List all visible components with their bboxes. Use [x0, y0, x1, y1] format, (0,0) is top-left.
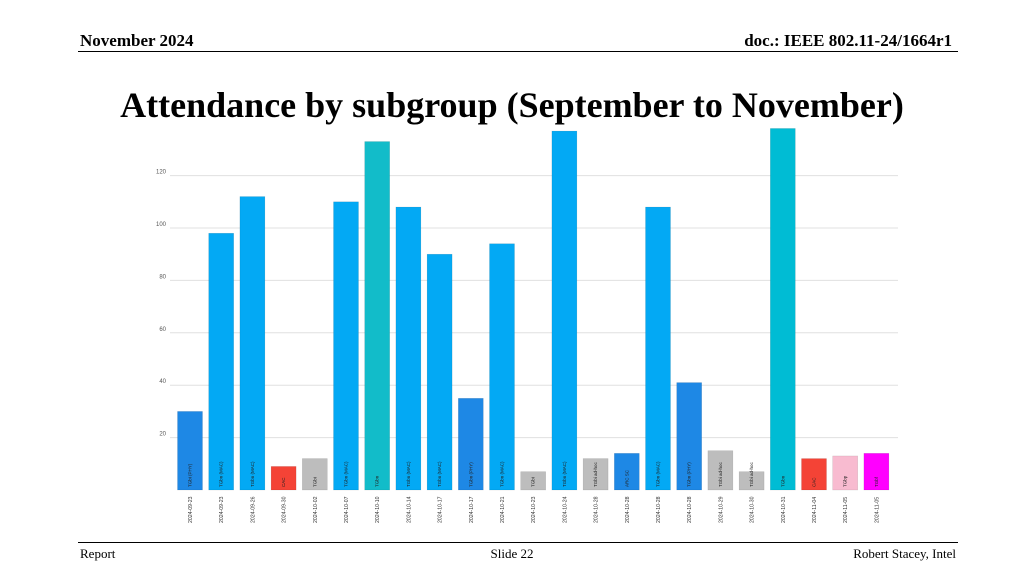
footer-left-text: Report	[80, 546, 116, 561]
bar-label: CAC	[281, 477, 286, 487]
bar-label: TGbi ad-hoc	[718, 461, 723, 487]
bar	[239, 196, 266, 491]
bar-label: TGbn	[375, 475, 380, 487]
bar	[177, 411, 203, 491]
y-tick-label: 60	[159, 327, 166, 333]
x-tick-label: 2024-09-23	[188, 496, 194, 523]
bar-label: TGbn (MAC)	[219, 461, 224, 487]
x-tick-label: 2024-10-31	[781, 496, 787, 523]
bar	[489, 243, 515, 491]
bar-label: TGbi ad-hoc	[749, 461, 754, 487]
footer-rule	[78, 542, 958, 543]
x-tick-label: 2024-10-28	[625, 496, 631, 523]
footer-slide-number: Slide 22	[490, 546, 534, 561]
bar-label: CAC	[812, 477, 817, 487]
x-tick-label: 2024-10-28	[594, 496, 600, 523]
y-tick-label: 20	[159, 432, 166, 438]
bar-label: TGbp	[843, 475, 848, 487]
bar	[801, 458, 827, 491]
bar	[676, 382, 702, 491]
bar-label: TGbn (MAC)	[500, 461, 505, 487]
bar	[364, 141, 390, 491]
x-tick-label: 2024-10-07	[344, 496, 350, 523]
x-tick-label: 2024-10-29	[718, 496, 724, 523]
bar-label: TGbn (MAC)	[656, 461, 661, 487]
x-tick-label: 2024-11-05	[874, 497, 880, 523]
x-tick-label: 2024-10-17	[438, 496, 444, 523]
bar-label: TGbn (MAC)	[406, 461, 411, 487]
bar	[426, 253, 453, 491]
bar-label: TGbn (PHY)	[687, 462, 692, 487]
bar	[582, 458, 609, 491]
bar-label: TGbn (MAC)	[344, 461, 349, 487]
x-tick-label: 2024-09-23	[219, 496, 225, 523]
bar	[707, 450, 734, 491]
x-tick-label: 2024-11-04	[812, 497, 818, 523]
x-tick-label: 2024-10-24	[562, 496, 568, 523]
x-tick-label: 2024-10-02	[313, 496, 319, 523]
x-tick-label: 2024-10-10	[375, 496, 381, 523]
bar-label: TGbi (PHY)	[188, 463, 193, 487]
bar	[863, 453, 890, 491]
bar	[770, 128, 796, 491]
bar	[458, 398, 484, 491]
bar	[270, 466, 297, 491]
bar-label: TGbn	[780, 475, 785, 487]
x-tick-label: 2024-10-28	[656, 496, 662, 523]
header-doc-id: doc.: IEEE 802.11-24/1664r1	[744, 31, 952, 50]
bar	[738, 471, 765, 491]
x-tick-label: 2024-10-23	[531, 496, 537, 523]
x-tick-label: 2024-10-17	[469, 496, 475, 523]
y-tick-label: 100	[156, 222, 167, 228]
bar	[551, 130, 578, 491]
header-date: November 2024	[80, 31, 194, 50]
bar-label: TGbn (PHY)	[468, 462, 473, 487]
bar-label: TGbn (MAC)	[250, 461, 255, 487]
x-tick-label: 2024-10-14	[406, 496, 412, 523]
bar	[832, 455, 858, 491]
x-tick-label: 2024-09-30	[282, 496, 288, 523]
y-tick-label: 120	[156, 170, 167, 176]
bar	[208, 232, 234, 491]
bar-label: TGbn (MAC)	[562, 461, 567, 487]
bar	[302, 458, 328, 491]
x-tick-label: 2024-11-05	[843, 497, 849, 523]
x-tick-label: 2024-09-26	[250, 496, 256, 523]
bar-label: TGbi	[312, 477, 317, 487]
header-rule	[78, 51, 958, 52]
footer-author: Robert Stacey, Intel	[853, 546, 956, 561]
bar-label: TGbf	[874, 476, 879, 487]
x-tick-label: 2024-10-28	[687, 496, 693, 523]
bar-label: TGbi	[531, 477, 536, 487]
bar	[614, 453, 640, 491]
bar	[645, 206, 671, 491]
y-tick-label: 80	[159, 274, 166, 280]
slide-title: Attendance by subgroup (September to Nov…	[120, 85, 904, 125]
bar-label: ARC SC	[624, 469, 629, 487]
x-tick-label: 2024-10-30	[750, 496, 756, 523]
y-tick-label: 40	[159, 379, 166, 385]
bar-label: TGbn (MAC)	[437, 461, 442, 487]
bar	[333, 201, 359, 491]
bar-label: TGbi ad-hoc	[593, 461, 598, 487]
bar	[395, 206, 422, 491]
x-tick-label: 2024-10-21	[500, 496, 506, 523]
bar	[520, 471, 546, 491]
